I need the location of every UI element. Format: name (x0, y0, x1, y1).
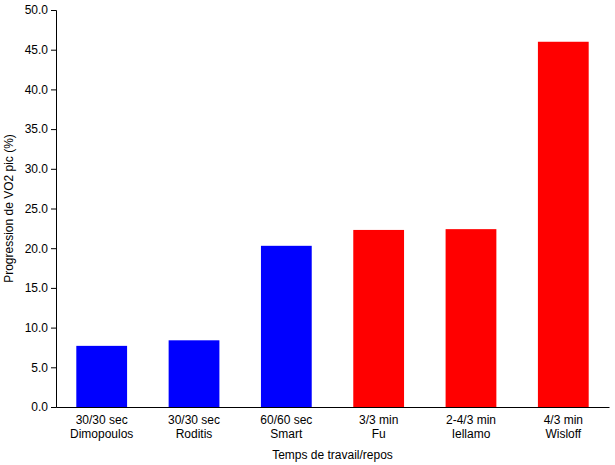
plot-area: 0.0 5.0 10.0 15.0 20.0 25.0 30.0 35.0 40.0 45.0 50… (25, 3, 610, 441)
x-tick: 2-4/3 minIellamo (446, 407, 496, 441)
bar (353, 230, 404, 407)
x-tick-label: 30/30 secRoditis (168, 413, 220, 441)
x-tick-label: 60/60 secSmart (260, 413, 312, 441)
x-tick: 3/3 minFu (359, 407, 398, 441)
y-axis-title: Progression de VO2 pic (%) (2, 134, 16, 283)
y-tick: 0.0 (31, 400, 56, 414)
y-axis: 0.0 5.0 10.0 15.0 20.0 25.0 30.0 35.0 40.0 45.0 50… (25, 3, 57, 414)
y-tick-label: 5.0 (31, 361, 48, 375)
y-tick: 40.0 (25, 83, 56, 97)
y-tick-mark (51, 50, 56, 51)
x-axis-title: Temps de travail/repos (272, 448, 393, 462)
y-tick-label: 20.0 (25, 242, 49, 256)
y-tick: 10.0 (25, 321, 56, 335)
bar (76, 346, 127, 407)
y-tick-label: 10.0 (25, 321, 49, 335)
y-tick: 45.0 (25, 43, 56, 57)
y-tick-mark (51, 169, 56, 170)
x-tick-label: 3/3 minFu (359, 413, 398, 441)
y-tick-mark (51, 129, 56, 130)
y-tick-label: 0.0 (31, 400, 48, 414)
x-axis: 30/30 secDimopoulos 30/30 secRoditis 60/60… (57, 407, 610, 441)
y-tick-mark (51, 248, 56, 249)
y-tick: 15.0 (25, 281, 56, 295)
y-tick: 35.0 (25, 122, 56, 136)
y-tick-mark (51, 209, 56, 210)
bar (169, 340, 220, 407)
bar (261, 246, 312, 407)
y-tick-label: 50.0 (25, 3, 49, 17)
y-tick-label: 40.0 (25, 83, 49, 97)
y-tick: 25.0 (25, 202, 56, 216)
x-axis-line (57, 407, 610, 408)
y-tick-mark (51, 367, 56, 368)
y-tick: 5.0 (31, 361, 56, 375)
y-tick-mark (51, 328, 56, 329)
y-tick: 30.0 (25, 162, 56, 176)
y-tick: 20.0 (25, 242, 56, 256)
y-axis-line (51, 11, 57, 408)
y-tick-mark (51, 89, 56, 90)
x-tick: 60/60 secSmart (260, 407, 312, 441)
x-tick-label: 30/30 secDimopoulos (70, 413, 133, 441)
x-tick: 4/3 minWisloff (544, 407, 583, 441)
y-tick-mark (51, 407, 56, 408)
x-tick: 30/30 secRoditis (168, 407, 220, 441)
y-tick-mark (51, 288, 56, 289)
chart: 0.0 5.0 10.0 15.0 20.0 25.0 30.0 35.0 40.0 45.0 50… (0, 0, 615, 465)
y-tick-mark (51, 10, 56, 11)
x-tick: 30/30 secDimopoulos (70, 407, 133, 441)
bars (76, 42, 588, 407)
bar (446, 229, 497, 407)
y-tick-label: 25.0 (25, 202, 49, 216)
y-tick-label: 35.0 (25, 122, 49, 136)
x-tick-label: 4/3 minWisloff (544, 413, 583, 441)
bar (538, 42, 589, 407)
y-tick-label: 45.0 (25, 43, 49, 57)
y-tick: 50.0 (25, 3, 56, 17)
x-tick-label: 2-4/3 minIellamo (446, 413, 496, 441)
y-tick-label: 30.0 (25, 162, 49, 176)
y-tick-label: 15.0 (25, 281, 49, 295)
